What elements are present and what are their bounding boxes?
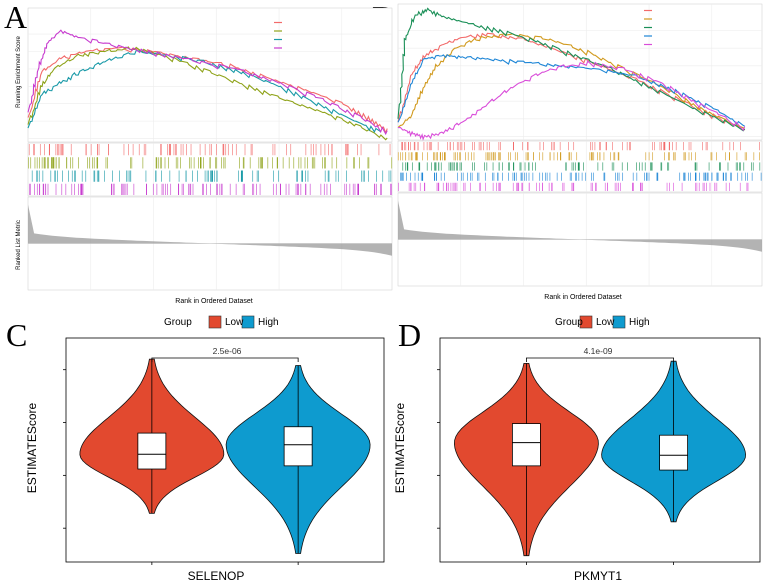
violin-d-ylabel: ESTIMATEScore [393,402,407,493]
violin-c-legend-title: Group [164,317,192,328]
es-plot-frame [397,3,763,141]
violin-panel-c [63,315,385,565]
es-plot-frame [27,7,393,143]
es-line-3 [397,54,745,127]
significance-bracket [526,357,674,362]
es-line-2 [397,7,746,132]
gsea-panel-b [397,3,763,287]
gsea-a-ylabel: Running Enrichment Score [16,35,22,107]
violin-d-legend-low: Low [596,317,615,328]
violin-panel-d [437,315,761,565]
violin-c-legend-low: Low [225,317,244,328]
gsea-panel-a [27,7,393,291]
legend-key-high [612,315,626,329]
panel-letter-c: C [6,317,27,353]
box-high [659,434,688,471]
box-high [283,426,313,467]
panel-letter-d: D [398,317,421,353]
significance-bracket [151,357,299,362]
es-line-4 [397,60,746,141]
es-line-3 [27,29,388,136]
gsea-a-xlabel: Rank in Ordered Dataset [175,298,252,305]
legend-key-low [579,315,593,329]
violin-c-ylabel: ESTIMATEScore [25,402,39,493]
violin-d-pvalue: 4.1e-09 [584,346,613,356]
es-line-0 [397,32,745,131]
legend-key-high [241,315,255,329]
violin-d-legend-high: High [629,317,650,328]
ranked-metric-area [28,204,392,256]
es-line-0 [27,46,388,135]
box-low [512,423,541,467]
box-low [137,432,167,470]
ranked-metric-area [398,200,762,252]
violin-d-xlabel: PKMYT1 [574,569,622,582]
violin-c-legend-high: High [258,317,279,328]
panel-letter-a: A [4,0,27,35]
violin-c-xlabel: SELENOP [188,569,245,582]
violin-d-legend-title: Group [555,317,583,328]
gsea-b-xlabel: Rank in Ordered Dataset [544,294,621,301]
legend-key-low [208,315,222,329]
gsea-a-metric-label: Ranked List Metric [16,220,22,270]
violin-c-pvalue: 2.5e-06 [213,346,242,356]
